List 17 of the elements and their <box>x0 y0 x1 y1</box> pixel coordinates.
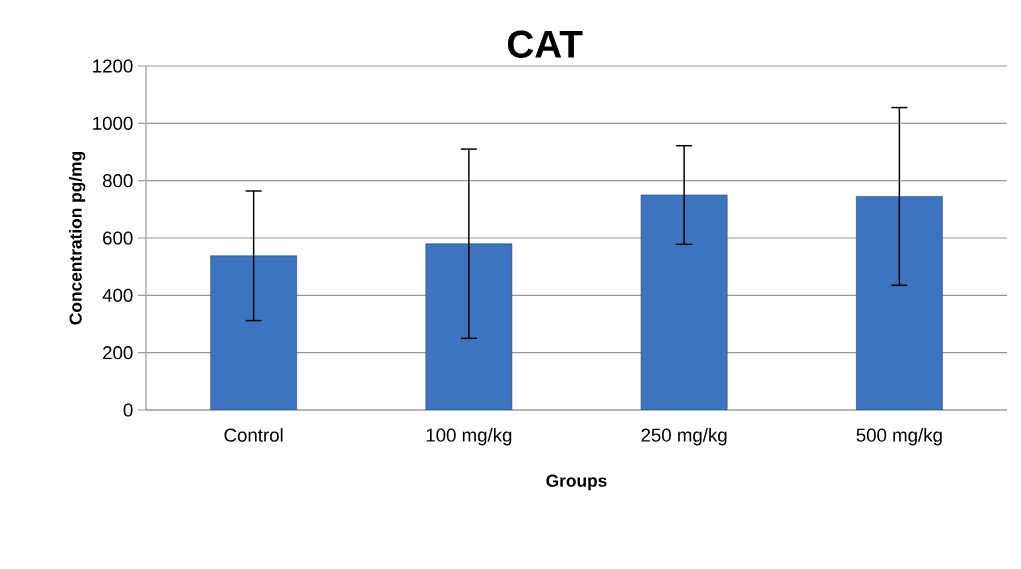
bar <box>640 194 728 410</box>
x-axis-title: Groups <box>546 474 607 491</box>
y-tick-label: 0 <box>123 403 133 417</box>
y-tick-label: 800 <box>102 174 133 188</box>
y-axis-title: Concentration pg/mg <box>69 152 86 325</box>
bar <box>210 255 297 410</box>
x-tick-label: 500 mg/kg <box>856 428 942 446</box>
x-tick-label: 100 mg/kg <box>426 428 512 446</box>
y-tick-label: 600 <box>103 231 133 245</box>
bar <box>856 196 943 410</box>
y-tick-label: 1200 <box>93 59 133 73</box>
y-tick-label: 1000 <box>93 116 133 130</box>
x-tick-label: Control <box>224 428 283 442</box>
x-tick-label: 250 mg/kg <box>641 428 727 446</box>
chart-title: CAT <box>507 30 583 58</box>
y-tick-label: 200 <box>103 346 133 360</box>
y-tick-label: 400 <box>102 288 133 302</box>
